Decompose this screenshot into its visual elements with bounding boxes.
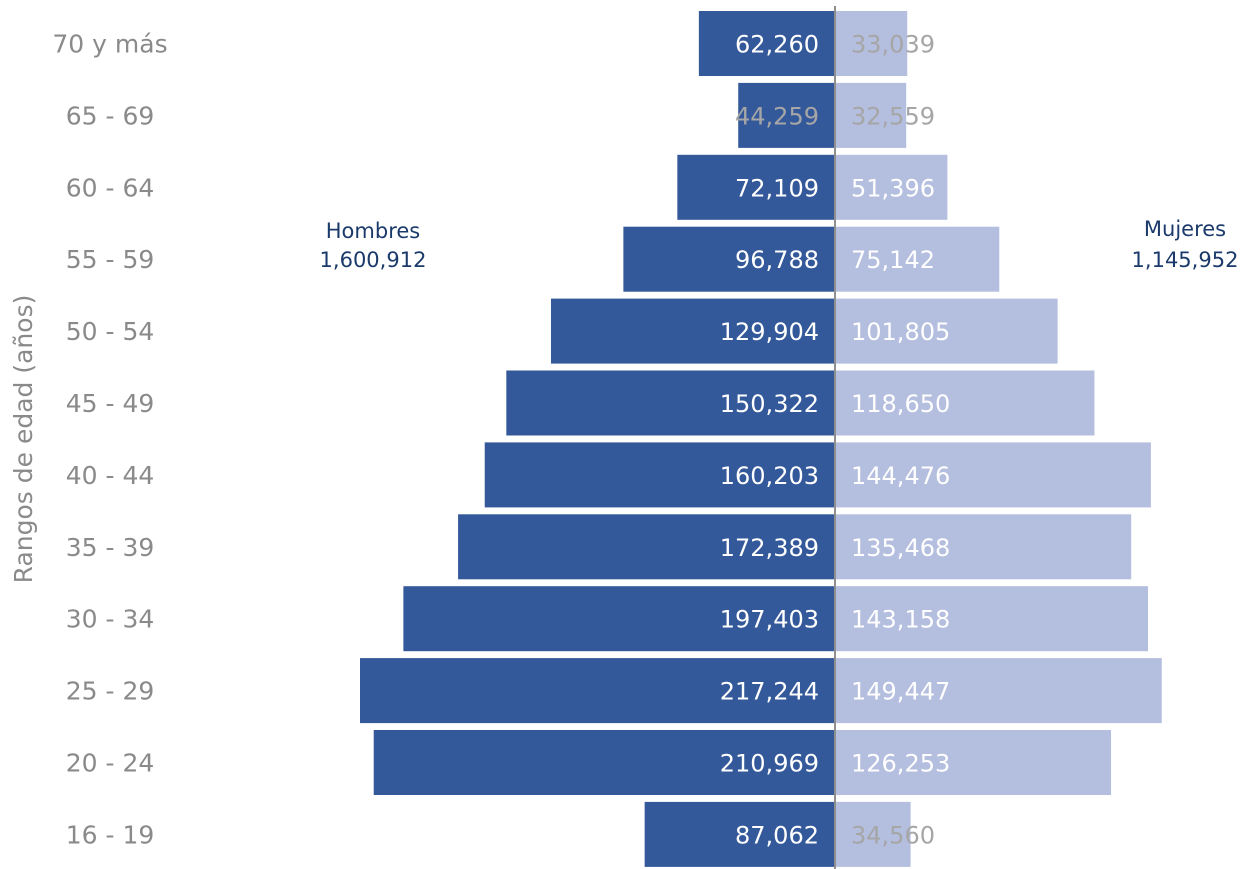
value-label-mujeres: 149,447 [851,678,950,706]
category-label: 70 y más [52,30,167,59]
category-label: 20 - 24 [66,749,155,778]
value-label-mujeres: 118,650 [851,390,950,418]
category-label: 45 - 49 [66,389,155,418]
bar-mujeres [835,514,1132,580]
value-label-mujeres: 32,559 [851,102,935,130]
value-label-hombres: 44,259 [735,102,819,130]
category-label: 25 - 29 [66,677,155,706]
category-labels: 70 y más 65 - 69 60 - 64 55 - 59 50 - 54 45 -… [52,30,167,850]
value-label-hombres: 160,203 [720,462,819,490]
value-label-mujeres: 33,039 [851,31,935,59]
value-label-hombres: 96,788 [735,246,819,274]
category-label: 30 - 34 [66,605,155,634]
category-label: 55 - 59 [66,245,155,274]
value-label-mujeres: 144,476 [851,462,950,490]
bar-hombres [738,82,835,148]
bar-mujeres [835,658,1162,724]
bar-hombres [484,442,835,508]
value-label-mujeres: 34,560 [851,821,935,849]
legend-hombres-total: 1,600,912 [320,248,427,272]
value-label-mujeres: 75,142 [851,246,935,274]
bar-mujeres [835,586,1149,652]
bar-hombres [360,658,835,724]
value-labels: 62,260 33,039 44,259 32,559 72,109 51,396 96,7… [720,31,951,850]
bar-mujeres [835,442,1151,508]
value-label-hombres: 217,244 [720,678,819,706]
bar-mujeres [835,801,911,867]
bar-hombres [550,298,835,364]
category-label: 40 - 44 [66,461,155,490]
value-label-mujeres: 135,468 [851,534,950,562]
bar-hombres [458,514,835,580]
bar-mujeres [835,226,1000,292]
category-label: 16 - 19 [66,820,155,849]
legend-mujeres-name: Mujeres [1144,217,1226,241]
category-label: 35 - 39 [66,533,155,562]
bar-hombres [403,586,835,652]
value-label-mujeres: 51,396 [851,174,935,202]
category-label: 50 - 54 [66,317,155,346]
bar-mujeres [835,298,1058,364]
bar-mujeres [835,730,1112,795]
legend-hombres-name: Hombres [326,219,420,243]
value-label-hombres: 150,322 [720,390,819,418]
bar-mujeres [835,11,908,76]
bar-hombres [644,801,835,867]
value-label-mujeres: 126,253 [851,750,950,778]
mujeres-bars [835,11,1162,867]
hombres-bars [360,11,835,867]
value-label-hombres: 210,969 [720,750,819,778]
value-label-mujeres: 143,158 [851,606,950,634]
bar-mujeres [835,154,948,220]
value-label-hombres: 62,260 [735,31,819,59]
bar-hombres [623,226,835,292]
bar-mujeres [835,370,1095,436]
category-label: 65 - 69 [66,101,155,130]
bar-hombres [698,11,835,76]
bar-hombres [677,154,835,220]
category-label: 60 - 64 [66,173,155,202]
value-label-hombres: 129,904 [720,318,819,346]
bar-hombres [373,730,835,795]
legend-mujeres-total: 1,145,952 [1132,248,1239,272]
value-label-mujeres: 101,805 [851,318,950,346]
value-label-hombres: 197,403 [720,606,819,634]
value-label-hombres: 87,062 [735,821,819,849]
value-label-hombres: 72,109 [735,174,819,202]
value-label-hombres: 172,389 [720,534,819,562]
bar-mujeres [835,82,907,148]
bar-hombres [506,370,835,436]
y-axis-label: Rangos de edad (años) [9,295,38,584]
